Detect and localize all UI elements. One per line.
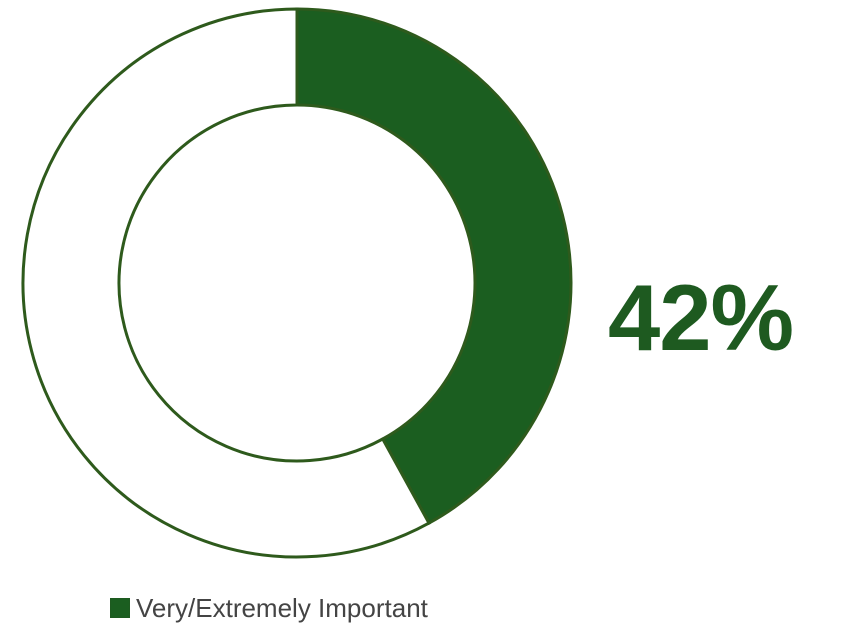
highlight-value: 42% bbox=[608, 265, 794, 370]
chart-legend: Very/Extremely Important bbox=[110, 592, 428, 624]
legend-label-very-extremely-important: Very/Extremely Important bbox=[136, 592, 428, 623]
donut-slice-remainder bbox=[21, 7, 432, 559]
legend-swatch-very-extremely-important bbox=[110, 598, 130, 618]
donut-slice-very-extremely-important bbox=[295, 7, 573, 526]
